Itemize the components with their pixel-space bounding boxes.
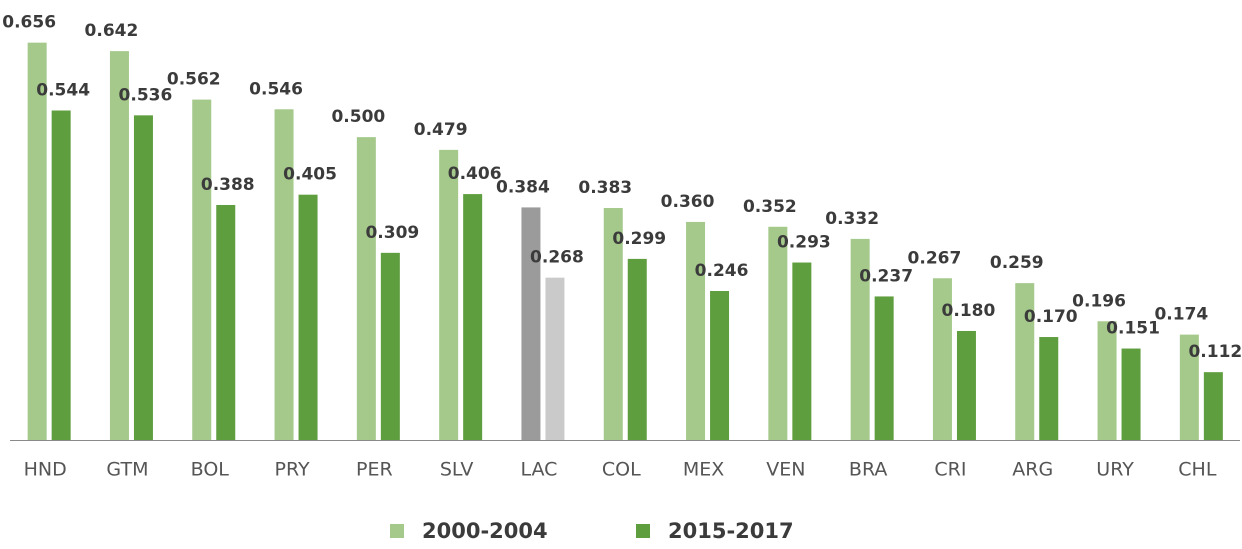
bar xyxy=(686,221,706,440)
bar xyxy=(1015,283,1035,440)
x-tick-label: VEN xyxy=(766,459,805,481)
x-tick-label: LAC xyxy=(520,459,557,481)
x-tick-label: SLV xyxy=(440,459,474,481)
bar xyxy=(1039,337,1059,440)
data-label: 0.479 xyxy=(414,120,468,140)
data-label: 0.309 xyxy=(365,223,419,243)
bar xyxy=(627,258,647,440)
data-label: 0.562 xyxy=(167,70,221,90)
bar xyxy=(133,115,153,440)
data-label: 0.267 xyxy=(908,248,962,268)
bar xyxy=(192,99,212,441)
x-tick-label: BRA xyxy=(849,459,887,481)
bar xyxy=(298,194,318,440)
bar xyxy=(1203,372,1223,440)
x-tick-label: GTM xyxy=(106,459,148,481)
bar xyxy=(356,137,376,440)
bar xyxy=(603,208,623,440)
bar xyxy=(216,204,236,440)
data-label: 0.151 xyxy=(1106,319,1160,339)
bar xyxy=(463,194,483,440)
x-tick-label: PRY xyxy=(275,459,310,481)
data-label: 0.332 xyxy=(825,209,879,229)
x-tick-label: MEX xyxy=(683,459,724,481)
data-label: 0.246 xyxy=(695,261,749,281)
bar xyxy=(850,238,870,440)
x-tick-label: HND xyxy=(24,459,67,481)
data-label: 0.544 xyxy=(36,80,90,100)
data-label: 0.536 xyxy=(119,85,173,105)
bar xyxy=(521,207,541,440)
x-tick-label: PER xyxy=(356,459,393,481)
data-label: 0.180 xyxy=(942,301,996,321)
bar xyxy=(874,296,894,440)
bar xyxy=(51,110,71,441)
bar xyxy=(768,226,788,440)
legend-label: 2015-2017 xyxy=(668,519,794,543)
legend-swatch xyxy=(390,524,404,538)
bar xyxy=(545,277,565,440)
data-label: 0.259 xyxy=(990,253,1044,273)
x-tick-label: BOL xyxy=(191,459,230,481)
data-label: 0.174 xyxy=(1154,305,1208,325)
legend-label: 2000-2004 xyxy=(422,519,548,543)
data-label: 0.112 xyxy=(1188,342,1242,362)
data-label: 0.405 xyxy=(283,165,337,185)
data-label: 0.299 xyxy=(612,229,666,249)
x-tick-label: CHL xyxy=(1178,459,1217,481)
bar xyxy=(109,51,129,440)
bar xyxy=(956,330,976,440)
data-label: 0.352 xyxy=(743,197,797,217)
data-label: 0.268 xyxy=(530,248,584,268)
bar xyxy=(932,278,952,440)
bar xyxy=(792,262,812,440)
data-label: 0.293 xyxy=(777,233,831,253)
data-label: 0.656 xyxy=(2,13,56,33)
data-label: 0.406 xyxy=(448,164,502,184)
data-label: 0.170 xyxy=(1024,307,1078,327)
bar xyxy=(1097,321,1117,440)
bar xyxy=(1121,348,1141,440)
bar xyxy=(710,290,730,440)
bar xyxy=(1179,334,1199,440)
bar xyxy=(439,149,459,440)
data-label: 0.237 xyxy=(859,266,913,286)
data-label: 0.360 xyxy=(661,192,715,212)
bar xyxy=(380,252,400,440)
data-label: 0.383 xyxy=(578,178,632,198)
data-label: 0.388 xyxy=(201,175,255,195)
data-label: 0.500 xyxy=(331,107,385,127)
x-tick-label: CRI xyxy=(934,459,966,481)
x-tick-label: URY xyxy=(1096,459,1134,481)
data-label: 0.196 xyxy=(1072,291,1126,311)
data-label: 0.384 xyxy=(496,177,550,197)
bar xyxy=(274,109,294,440)
x-tick-label: COL xyxy=(602,459,641,481)
data-label: 0.642 xyxy=(85,21,139,41)
data-label: 0.546 xyxy=(249,79,303,99)
legend-swatch xyxy=(636,524,650,538)
x-tick-label: ARG xyxy=(1012,459,1053,481)
bar xyxy=(27,42,47,440)
